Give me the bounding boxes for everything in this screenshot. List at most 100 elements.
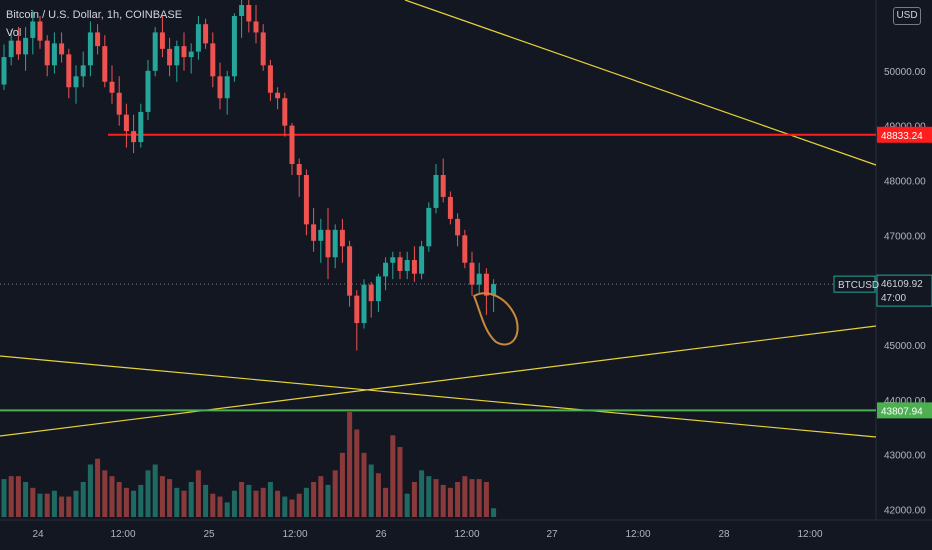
volume-bar: [246, 484, 252, 517]
red-level-label: 48833.24: [881, 131, 923, 142]
volume-bar: [66, 496, 72, 517]
candle-body: [145, 70, 151, 112]
volume-bar: [375, 473, 381, 517]
candle-body: [15, 40, 21, 55]
candle-body: [116, 92, 122, 115]
currency-button[interactable]: USD: [893, 7, 921, 25]
volume-bar: [303, 487, 309, 517]
candle-body: [347, 246, 353, 296]
candle-body: [419, 246, 425, 274]
symbol-tag-bg: [833, 275, 876, 293]
time-tick-label: 12:00: [282, 529, 307, 540]
candle-body: [87, 32, 93, 66]
volume-bar: [354, 429, 360, 517]
candle-body: [138, 111, 144, 143]
volume-bar: [476, 479, 482, 517]
volume-bar: [203, 484, 209, 517]
time-tick-label: 12:00: [625, 529, 650, 540]
volume-bar: [253, 490, 259, 517]
symbol-title: Bitcoin / U.S. Dollar, 1h, COINBASE: [6, 9, 183, 21]
last-price-label: 46109.92: [881, 279, 923, 290]
candle-body: [188, 51, 194, 58]
candle-body: [404, 260, 410, 271]
candle-body: [80, 65, 86, 77]
volume-bar: [318, 476, 324, 517]
volume-bar: [462, 476, 468, 517]
volume-bar: [73, 490, 79, 517]
last-price-box: [876, 274, 932, 307]
candle-body: [231, 15, 237, 77]
volume-bar: [390, 435, 396, 517]
volume-bar: [51, 490, 57, 517]
trend-line: [0, 355, 877, 438]
candle-body: [59, 43, 65, 55]
candle-body: [37, 21, 43, 41]
candle-body: [8, 40, 14, 58]
volume-bar: [188, 482, 194, 517]
volume-bar: [131, 490, 137, 517]
candle-body: [332, 229, 338, 258]
volume-bar: [167, 479, 173, 517]
candle-body: [426, 207, 432, 247]
volume-bar: [231, 490, 237, 517]
volume-bar: [426, 476, 432, 517]
volume-bar: [159, 476, 165, 517]
candle-body: [66, 54, 72, 88]
candle-body: [131, 131, 137, 143]
volume-bar: [59, 496, 65, 517]
volume-bar: [30, 487, 36, 517]
candle-body: [375, 276, 381, 302]
volume-bar: [80, 482, 86, 517]
candle-body: [123, 114, 129, 132]
candle-body: [267, 65, 273, 93]
volume-bar: [411, 482, 417, 517]
candle-body: [289, 125, 295, 165]
candle-body: [282, 98, 288, 126]
time-tick-label: 25: [203, 529, 215, 540]
candle-body: [440, 175, 446, 197]
annotation-circle: [472, 292, 519, 346]
price-tick-label: 42000.00: [884, 506, 926, 517]
candle-body: [411, 260, 417, 274]
volume-bar: [95, 458, 101, 517]
candle-body: [195, 24, 201, 52]
volume-bar: [23, 482, 29, 517]
candle-body: [217, 76, 223, 99]
candle-body: [311, 224, 317, 241]
volume-bar: [483, 482, 489, 517]
volume-bar: [123, 487, 129, 517]
candle-body: [476, 273, 482, 285]
time-tick-label: 12:00: [110, 529, 135, 540]
volume-bar: [37, 493, 43, 517]
candle-body: [303, 175, 309, 225]
volume-bar: [397, 447, 403, 517]
volume-bar: [491, 508, 497, 517]
volume-bar: [8, 476, 14, 517]
candle-body: [318, 229, 324, 241]
candle-body: [354, 295, 360, 324]
volume-bar: [275, 490, 281, 517]
volume-bar: [195, 470, 201, 517]
volume-bar: [347, 412, 353, 517]
volume-bar: [404, 493, 410, 517]
price-tick-label: 43000.00: [884, 451, 926, 462]
volume-bar: [282, 496, 288, 517]
price-tick-label: 48000.00: [884, 176, 926, 187]
volume-bar: [239, 482, 245, 517]
volume-bar: [440, 484, 446, 517]
time-tick-label: 24: [32, 529, 44, 540]
volume-bar: [181, 490, 187, 517]
candle-body: [339, 229, 345, 247]
volume-indicator-label: Vol: [6, 27, 22, 39]
volume-bar: [102, 470, 108, 517]
price-tick-label: 45000.00: [884, 341, 926, 352]
candle-body: [397, 257, 403, 271]
time-tick-label: 26: [375, 529, 387, 540]
volume-bar: [469, 479, 475, 517]
candle-body: [159, 32, 165, 49]
volume-bar: [15, 476, 21, 517]
candle-body: [44, 40, 50, 66]
time-tick-label: 28: [718, 529, 730, 540]
trend-line: [0, 325, 877, 437]
